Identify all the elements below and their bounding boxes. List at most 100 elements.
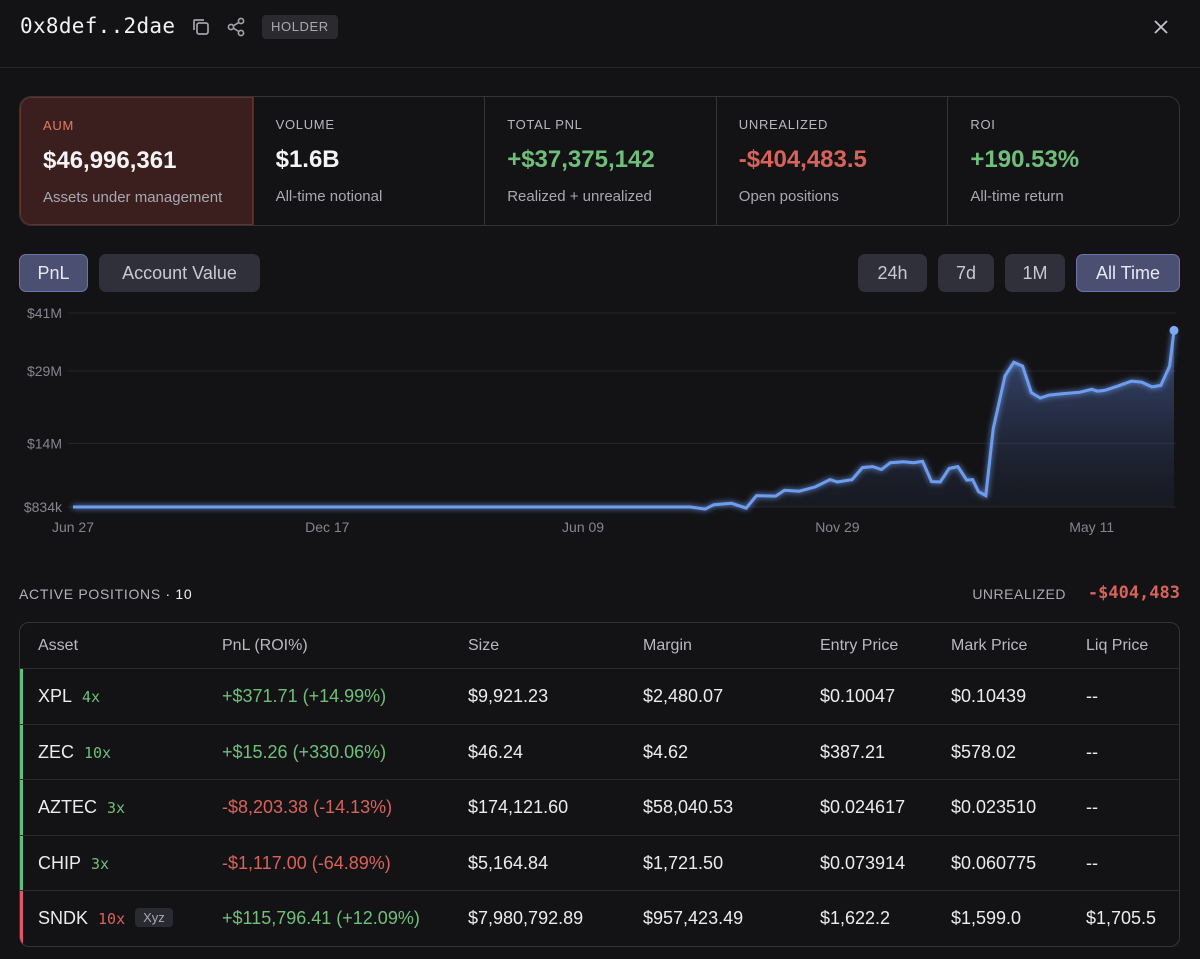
entry-price-cell: $1,622.2: [820, 908, 891, 929]
x-tick-label: May 11: [1069, 519, 1114, 535]
unrealized-value: -$404,483: [1087, 583, 1180, 603]
tab-pnl[interactable]: PnL: [19, 254, 88, 292]
mark-price-cell: $578.02: [951, 741, 1017, 762]
stat-caption: All-time notional: [275, 188, 383, 205]
pnl-area: [73, 330, 1174, 510]
stat-label: ROI: [970, 117, 996, 132]
y-tick-label: $834k: [24, 499, 63, 515]
stat-label: AUM: [43, 118, 74, 133]
copy-icon[interactable]: [190, 16, 212, 38]
range-7d-button[interactable]: 7d: [938, 254, 994, 292]
range-all-time-button[interactable]: All Time: [1076, 254, 1180, 292]
asset-cell: SNDK 10x Xyz: [38, 908, 173, 929]
asset-name: AZTEC: [38, 797, 98, 818]
stat-roi: ROI +190.53% All-time return: [947, 97, 1179, 225]
close-icon[interactable]: [1148, 14, 1174, 40]
size-cell: $7,980,792.89: [468, 908, 584, 929]
col-liq-price[interactable]: Liq Price: [1086, 637, 1149, 654]
stat-label: VOLUME: [275, 117, 335, 132]
col-pnl[interactable]: PnL (ROI%): [222, 637, 308, 654]
stat-caption: Realized + unrealized: [507, 188, 652, 205]
asset-cell: XPL 4x: [38, 686, 100, 707]
asset-name: ZEC: [38, 741, 74, 762]
pnl-cell: +$371.71 (+14.99%): [222, 686, 387, 706]
asset-name: SNDK: [38, 908, 89, 929]
leverage-badge: 10x: [98, 910, 126, 929]
asset-cell: ZEC 10x: [38, 742, 111, 763]
table-row[interactable]: SNDK 10x Xyz +$115,796.41 (+12.09%) $7,980…: [20, 891, 1179, 946]
pnl-cell: +$15.26 (+330.06%): [222, 741, 387, 762]
pnl-chart: $41M $29M $14M $834k Jun 27 Dec 17 Jun 09 Nov …: [24, 305, 1179, 535]
pnl-last-point: [1169, 325, 1179, 335]
table-row[interactable]: XPL 4x +$371.71 (+14.99%) $9,921.23 $2,48…: [20, 669, 1179, 725]
x-tick-label: Nov 29: [815, 519, 860, 535]
liq-price-cell: $1,705.5: [1086, 908, 1157, 929]
size-cell: $5,164.84: [468, 852, 549, 873]
wallet-address: 0x8def..2dae: [20, 14, 176, 38]
header: 0x8def..2dae HOLDER: [0, 0, 1200, 68]
stat-caption: Assets under management: [43, 189, 223, 206]
y-tick-label: $29M: [27, 363, 62, 379]
liq-price-cell: --: [1086, 852, 1098, 873]
liq-price-cell: --: [1086, 686, 1098, 706]
liq-price-cell: --: [1086, 797, 1098, 818]
col-entry-price[interactable]: Entry Price: [820, 637, 899, 654]
asset-cell: CHIP 3x: [38, 853, 109, 874]
entry-price-cell: $0.073914: [820, 852, 906, 873]
dex-tag: Xyz: [135, 908, 173, 928]
y-tick-label: $41M: [27, 305, 62, 321]
table-row[interactable]: ZEC 10x +$15.26 (+330.06%) $46.24 $4.62 $…: [20, 724, 1179, 781]
col-size[interactable]: Size: [468, 637, 500, 654]
entry-price-cell: $387.21: [820, 741, 886, 762]
stat-value: +$37,375,142: [507, 146, 655, 173]
active-positions-count: · 10: [165, 586, 193, 602]
stat-value: -$404,483.5: [738, 146, 867, 173]
stat-value: $46,996,361: [43, 147, 177, 174]
mark-price-cell: $0.060775: [951, 852, 1037, 873]
mark-price-cell: $0.023510: [951, 797, 1037, 818]
holder-badge: HOLDER: [262, 15, 338, 39]
margin-cell: $2,480.07: [643, 686, 724, 706]
margin-cell: $58,040.53: [643, 797, 734, 818]
col-asset[interactable]: Asset: [38, 637, 79, 654]
range-1m-button[interactable]: 1M: [1005, 254, 1065, 292]
col-margin[interactable]: Margin: [643, 637, 692, 654]
positions-table: Asset PnL (ROI%) Size Margin Entry Price…: [19, 622, 1180, 947]
margin-cell: $4.62: [643, 741, 689, 762]
leverage-badge: 10x: [84, 743, 112, 762]
asset-name: CHIP: [38, 852, 82, 873]
stat-unrealized: UNREALIZED -$404,483.5 Open positions: [715, 97, 948, 225]
table-row[interactable]: AZTEC 3x -$8,203.38 (-14.13%) $174,121.60…: [20, 780, 1179, 836]
active-positions-label: ACTIVE POSITIONS: [19, 586, 161, 602]
stat-caption: Open positions: [738, 188, 839, 205]
leverage-badge: 3x: [91, 854, 110, 873]
pnl-cell: -$1,117.00 (-64.89%): [222, 852, 391, 873]
stat-aum: AUM $46,996,361 Assets under management: [20, 97, 253, 225]
pnl-line: [73, 330, 1176, 511]
y-tick-label: $14M: [27, 435, 62, 451]
x-tick-label: Jun 27: [52, 519, 94, 535]
liq-price-cell: --: [1086, 741, 1098, 762]
tab-account-value[interactable]: Account Value: [99, 254, 260, 292]
range-24h-button[interactable]: 24h: [858, 254, 927, 292]
size-cell: $46.24: [468, 741, 524, 762]
mark-price-cell: $0.10439: [951, 686, 1027, 706]
size-cell: $174,121.60: [468, 797, 569, 818]
stat-total-pnl: TOTAL PNL +$37,375,142 Realized + unreal…: [484, 97, 716, 225]
col-mark-price[interactable]: Mark Price: [951, 637, 1028, 654]
stat-caption: All-time return: [970, 188, 1064, 205]
size-cell: $9,921.23: [468, 686, 549, 706]
mark-price-cell: $1,599.0: [951, 908, 1022, 929]
entry-price-cell: $0.10047: [820, 686, 896, 706]
asset-name: XPL: [38, 686, 73, 706]
table-row[interactable]: CHIP 3x -$1,117.00 (-64.89%) $5,164.84 $1…: [20, 835, 1179, 892]
stat-label: UNREALIZED: [738, 117, 829, 132]
stat-value: +190.53%: [970, 146, 1080, 173]
table-header: Asset PnL (ROI%) Size Margin Entry Price…: [20, 623, 1179, 669]
long-indicator: [20, 780, 23, 835]
stat-label: TOTAL PNL: [507, 117, 583, 132]
share-icon[interactable]: [225, 16, 247, 38]
asset-cell: AZTEC 3x: [38, 797, 125, 818]
x-tick-label: Dec 17: [305, 519, 350, 535]
long-indicator: [20, 835, 23, 891]
